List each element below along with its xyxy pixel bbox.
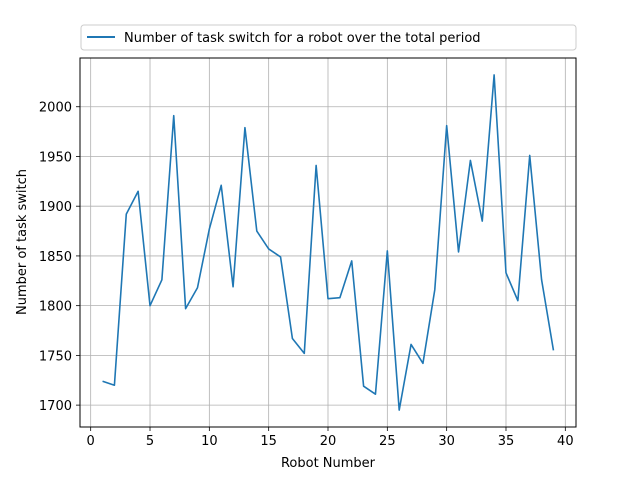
x-axis-label: Robot Number: [281, 456, 376, 471]
x-tick-label: 0: [87, 434, 95, 449]
legend-box: [80, 24, 577, 51]
y-tick-label: 1900: [39, 200, 72, 215]
y-tick-label: 1800: [39, 300, 72, 315]
y-tick-label: 1700: [39, 399, 72, 414]
grid-lines: [80, 58, 576, 427]
y-axis-label: Number of task switch: [15, 169, 30, 315]
x-tick-label: 20: [320, 434, 337, 449]
x-tick-label: 15: [260, 434, 277, 449]
x-tick-label: 10: [201, 434, 218, 449]
x-tick-label: 35: [498, 434, 515, 449]
y-tick-label: 1850: [39, 250, 72, 265]
y-axis: 1700 1750 1800 1850 1900 1950 2000: [39, 101, 80, 414]
x-tick-label: 40: [557, 434, 574, 449]
y-tick-label: 2000: [39, 101, 72, 116]
x-tick-label: 30: [438, 434, 455, 449]
x-tick-label: 25: [379, 434, 396, 449]
y-tick-label: 1750: [39, 349, 72, 364]
y-tick-label: 1950: [39, 150, 72, 165]
series-layer: [102, 74, 555, 411]
legend: Number of task switch for a robot over t…: [80, 24, 577, 51]
x-tick-label: 5: [146, 434, 154, 449]
legend-label: Number of task switch for a robot over t…: [124, 31, 481, 46]
series-line: [102, 74, 555, 411]
x-axis: 0 5 10 15 20 25 30 35 40: [87, 427, 574, 449]
